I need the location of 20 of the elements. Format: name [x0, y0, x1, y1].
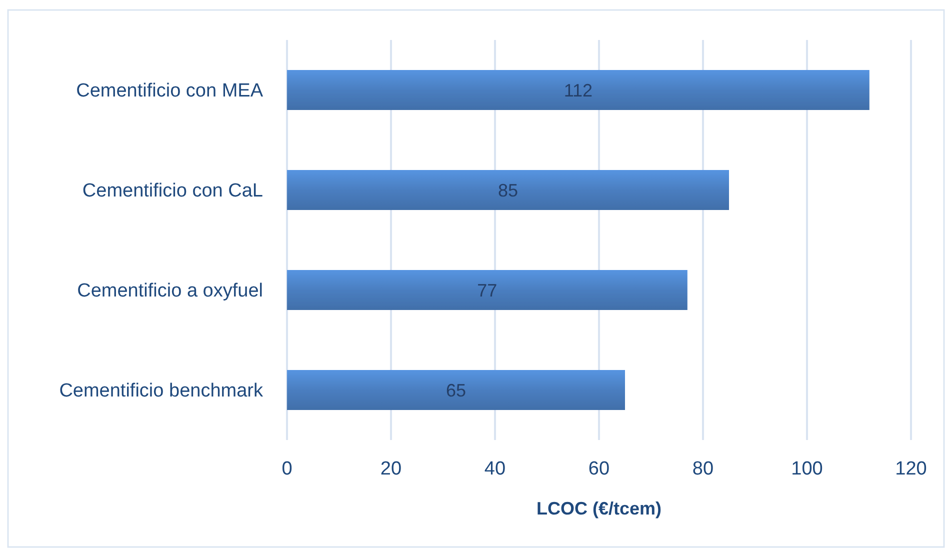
- x-tick-label: 0: [282, 458, 292, 480]
- x-axis-title: LCOC (€/tcem): [536, 498, 662, 518]
- x-tick-label: 60: [588, 458, 610, 480]
- x-tick-label: 80: [692, 458, 714, 480]
- y-tick-label: Cementificio a oxyfuel: [77, 280, 263, 302]
- y-tick-label: Cementificio con CaL: [82, 180, 263, 202]
- y-tick-label: Cementificio con MEA: [76, 80, 264, 102]
- x-tick-label: 20: [380, 458, 402, 480]
- bar: [287, 170, 729, 210]
- data-label: 85: [498, 180, 518, 200]
- x-tick-label: 120: [895, 458, 927, 480]
- y-tick-label: Cementificio benchmark: [59, 380, 264, 402]
- data-label: 112: [564, 80, 593, 100]
- data-label: 65: [446, 380, 466, 400]
- bar: [287, 370, 625, 410]
- bar: [287, 270, 688, 310]
- x-tick-label: 40: [484, 458, 506, 480]
- data-label: 77: [477, 280, 498, 300]
- bar: [287, 70, 870, 110]
- x-tick-label: 100: [791, 458, 823, 480]
